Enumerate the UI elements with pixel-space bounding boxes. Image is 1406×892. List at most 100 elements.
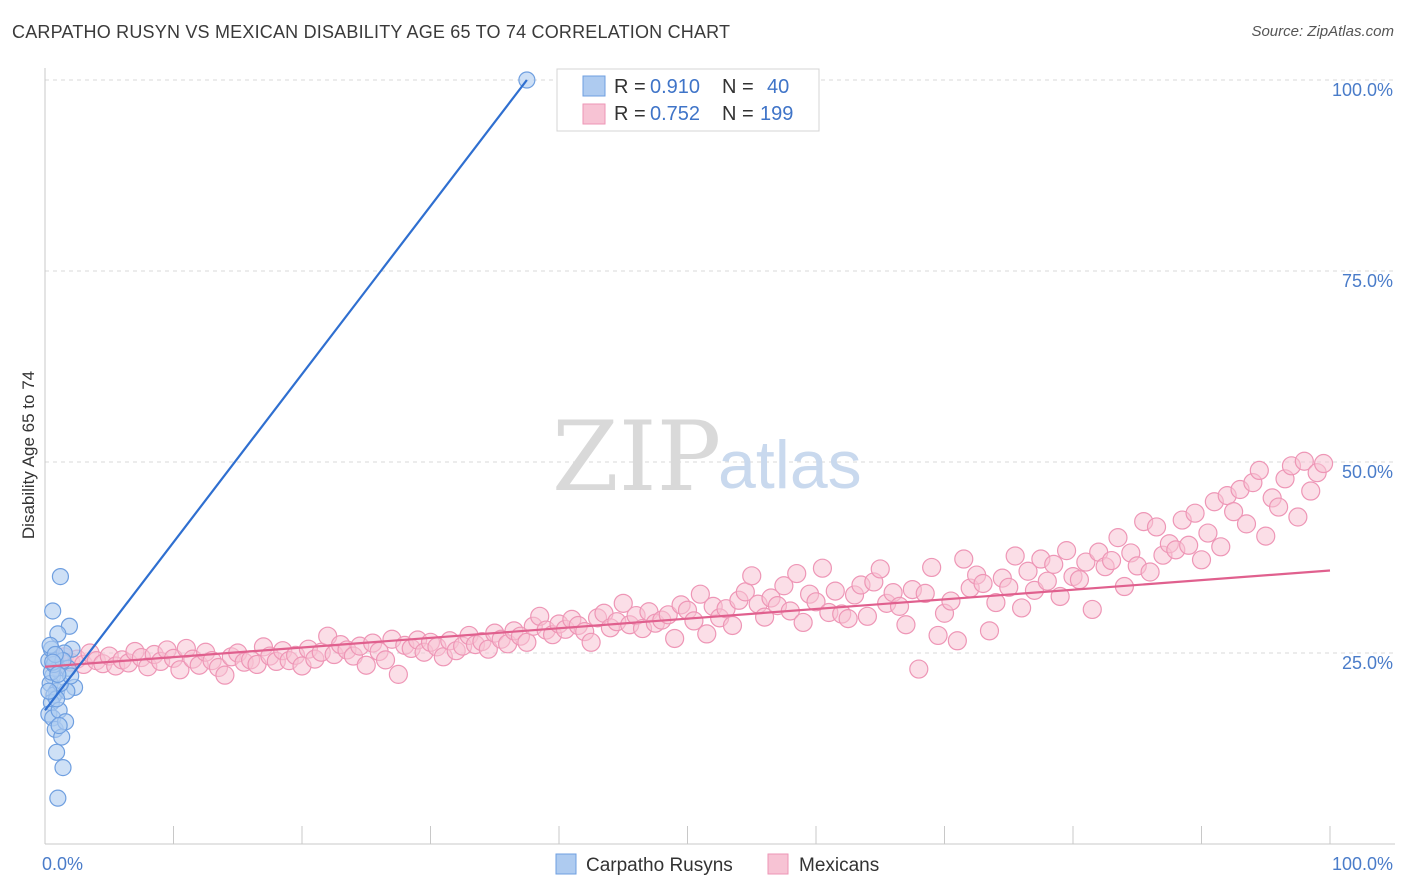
legend-swatch-mexicans — [582, 103, 606, 125]
y-tick-label-1: 50.0% — [1342, 462, 1393, 482]
mexicans-point-185 — [1236, 514, 1257, 534]
chart-title: CARPATHO RUSYN VS MEXICAN DISABILITY AGE… — [12, 22, 731, 42]
mexicans-point-159 — [1069, 570, 1090, 590]
trend-lines — [44, 79, 1331, 711]
mexicans-point-178 — [1191, 550, 1212, 570]
y-tick-label-3: 100.0% — [1332, 80, 1393, 100]
mexicans-point-134 — [909, 659, 929, 679]
bottom-legend-swatch-carpatho-rusyns — [555, 853, 577, 875]
mexicans-point-197 — [1313, 453, 1334, 474]
bottom-legend-label-carpatho-rusyns: Carpatho Rusyns — [586, 855, 733, 876]
x-tick-labels: 0.0% 100.0% — [42, 854, 1393, 874]
mexicans-point-193 — [1288, 507, 1308, 527]
mexicans-point-105 — [722, 615, 743, 636]
mexicans-point-26 — [215, 665, 235, 685]
watermark-zip: ZIP — [552, 401, 721, 513]
mexicans-point-96 — [665, 628, 685, 649]
mexicans-point-183 — [1224, 502, 1244, 522]
mexicans-point-146 — [986, 592, 1006, 613]
mexicans-point-157 — [1056, 541, 1077, 561]
x-tick-label-0: 0.0% — [42, 854, 83, 874]
mexicans-point-88 — [613, 593, 633, 613]
mexicans-point-100 — [690, 584, 710, 604]
mexicans-point-115 — [787, 563, 807, 584]
mexicans-point-131 — [889, 596, 910, 616]
mexicans-point-83 — [581, 632, 601, 652]
carpatho-rusyns-trend-line — [44, 79, 528, 711]
mexicans-point-171 — [1146, 517, 1167, 537]
legend-r-value-2: 0.752 — [650, 103, 700, 125]
mexicans-point-123 — [838, 609, 858, 629]
y-tick-label-2: 75.0% — [1342, 271, 1393, 291]
mexicans-point-126 — [857, 606, 878, 626]
mexicans-point-73 — [517, 632, 537, 652]
mexicans-point-154 — [1037, 571, 1057, 591]
mexicans-point-53 — [388, 664, 408, 684]
mexicans-point-194 — [1294, 451, 1314, 471]
mexicans-point-51 — [375, 650, 396, 670]
mexicans-point-139 — [941, 591, 961, 611]
mexicans-point-151 — [1018, 561, 1038, 581]
mexicans-point-135 — [915, 583, 935, 604]
mexicans-point-155 — [1044, 554, 1064, 574]
carpatho-rusyns-point-33 — [40, 682, 58, 700]
grid-lines — [45, 79, 1395, 654]
mexicans-point-170 — [1140, 562, 1160, 582]
mexicans-point-128 — [870, 559, 890, 579]
legend-r-label-2: R = — [614, 103, 646, 125]
legend-swatch-carpatho-rusyns — [582, 75, 606, 97]
mexicans-point-165 — [1108, 528, 1128, 548]
legend-box: R = 0.910 N = 40 R = 0.752 N = 199 — [556, 68, 820, 132]
mexicans-point-136 — [922, 557, 942, 578]
legend-n-label-2: N = — [722, 103, 754, 125]
carpatho-rusyns-point-31 — [50, 716, 68, 735]
mexicans-point-179 — [1198, 523, 1218, 543]
y-tick-labels: 25.0% 50.0% 75.0% 100.0% — [1332, 80, 1393, 673]
mexicans-point-148 — [999, 577, 1019, 597]
y-tick-label-0: 25.0% — [1342, 653, 1393, 673]
mexicans-point-177 — [1185, 503, 1205, 523]
mexicans-point-181 — [1211, 537, 1231, 557]
legend-r-label-1: R = — [614, 76, 646, 98]
bottom-legend: Carpatho Rusyns Mexicans — [555, 853, 879, 876]
carpatho-rusyns-point-17 — [51, 567, 70, 586]
mexicans-point-113 — [774, 576, 794, 596]
mexicans-point-144 — [973, 573, 993, 594]
mexicans-point-19 — [170, 660, 190, 680]
legend-n-value-2: 199 — [760, 103, 793, 125]
legend-r-value-1: 0.910 — [650, 76, 700, 98]
mexicans-point-101 — [697, 624, 717, 644]
mexicans-point-161 — [1082, 599, 1102, 620]
carpatho-rusyns-point-16 — [49, 789, 67, 807]
watermark-atlas: atlas — [718, 427, 862, 503]
carpatho-rusyns-point-38 — [49, 665, 67, 683]
mexicans-point-137 — [928, 625, 948, 646]
mexicans-point-99 — [684, 611, 704, 631]
mexicans-point-164 — [1101, 550, 1122, 571]
carpatho-rusyns-points — [40, 71, 536, 807]
mexicans-point-116 — [793, 612, 813, 633]
watermark: ZIP atlas — [552, 401, 862, 513]
chart-source: Source: ZipAtlas.com — [1251, 23, 1394, 40]
legend-n-label-1: N = — [722, 76, 754, 98]
mexicans-point-176 — [1179, 535, 1199, 555]
mexicans-point-190 — [1268, 497, 1289, 517]
mexicans-point-141 — [954, 549, 974, 569]
mexicans-point-149 — [1005, 546, 1025, 566]
mexicans-point-48 — [356, 655, 376, 675]
mexicans-point-140 — [947, 631, 967, 651]
mexicans-point-145 — [979, 621, 1000, 641]
mexicans-point-118 — [806, 592, 826, 612]
axes — [44, 68, 1395, 845]
carpatho-rusyns-point-14 — [47, 743, 66, 761]
mexicans-point-195 — [1301, 481, 1321, 501]
mexicans-point-188 — [1256, 526, 1276, 546]
mexicans-point-121 — [825, 581, 845, 601]
x-tick-label-1: 100.0% — [1332, 854, 1393, 874]
carpatho-rusyns-point-18 — [44, 602, 62, 620]
mexicans-point-150 — [1011, 598, 1032, 618]
mexicans-point-160 — [1076, 552, 1096, 572]
y-axis-label: Disability Age 65 to 74 — [19, 371, 38, 539]
bottom-legend-swatch-mexicans — [767, 853, 789, 875]
